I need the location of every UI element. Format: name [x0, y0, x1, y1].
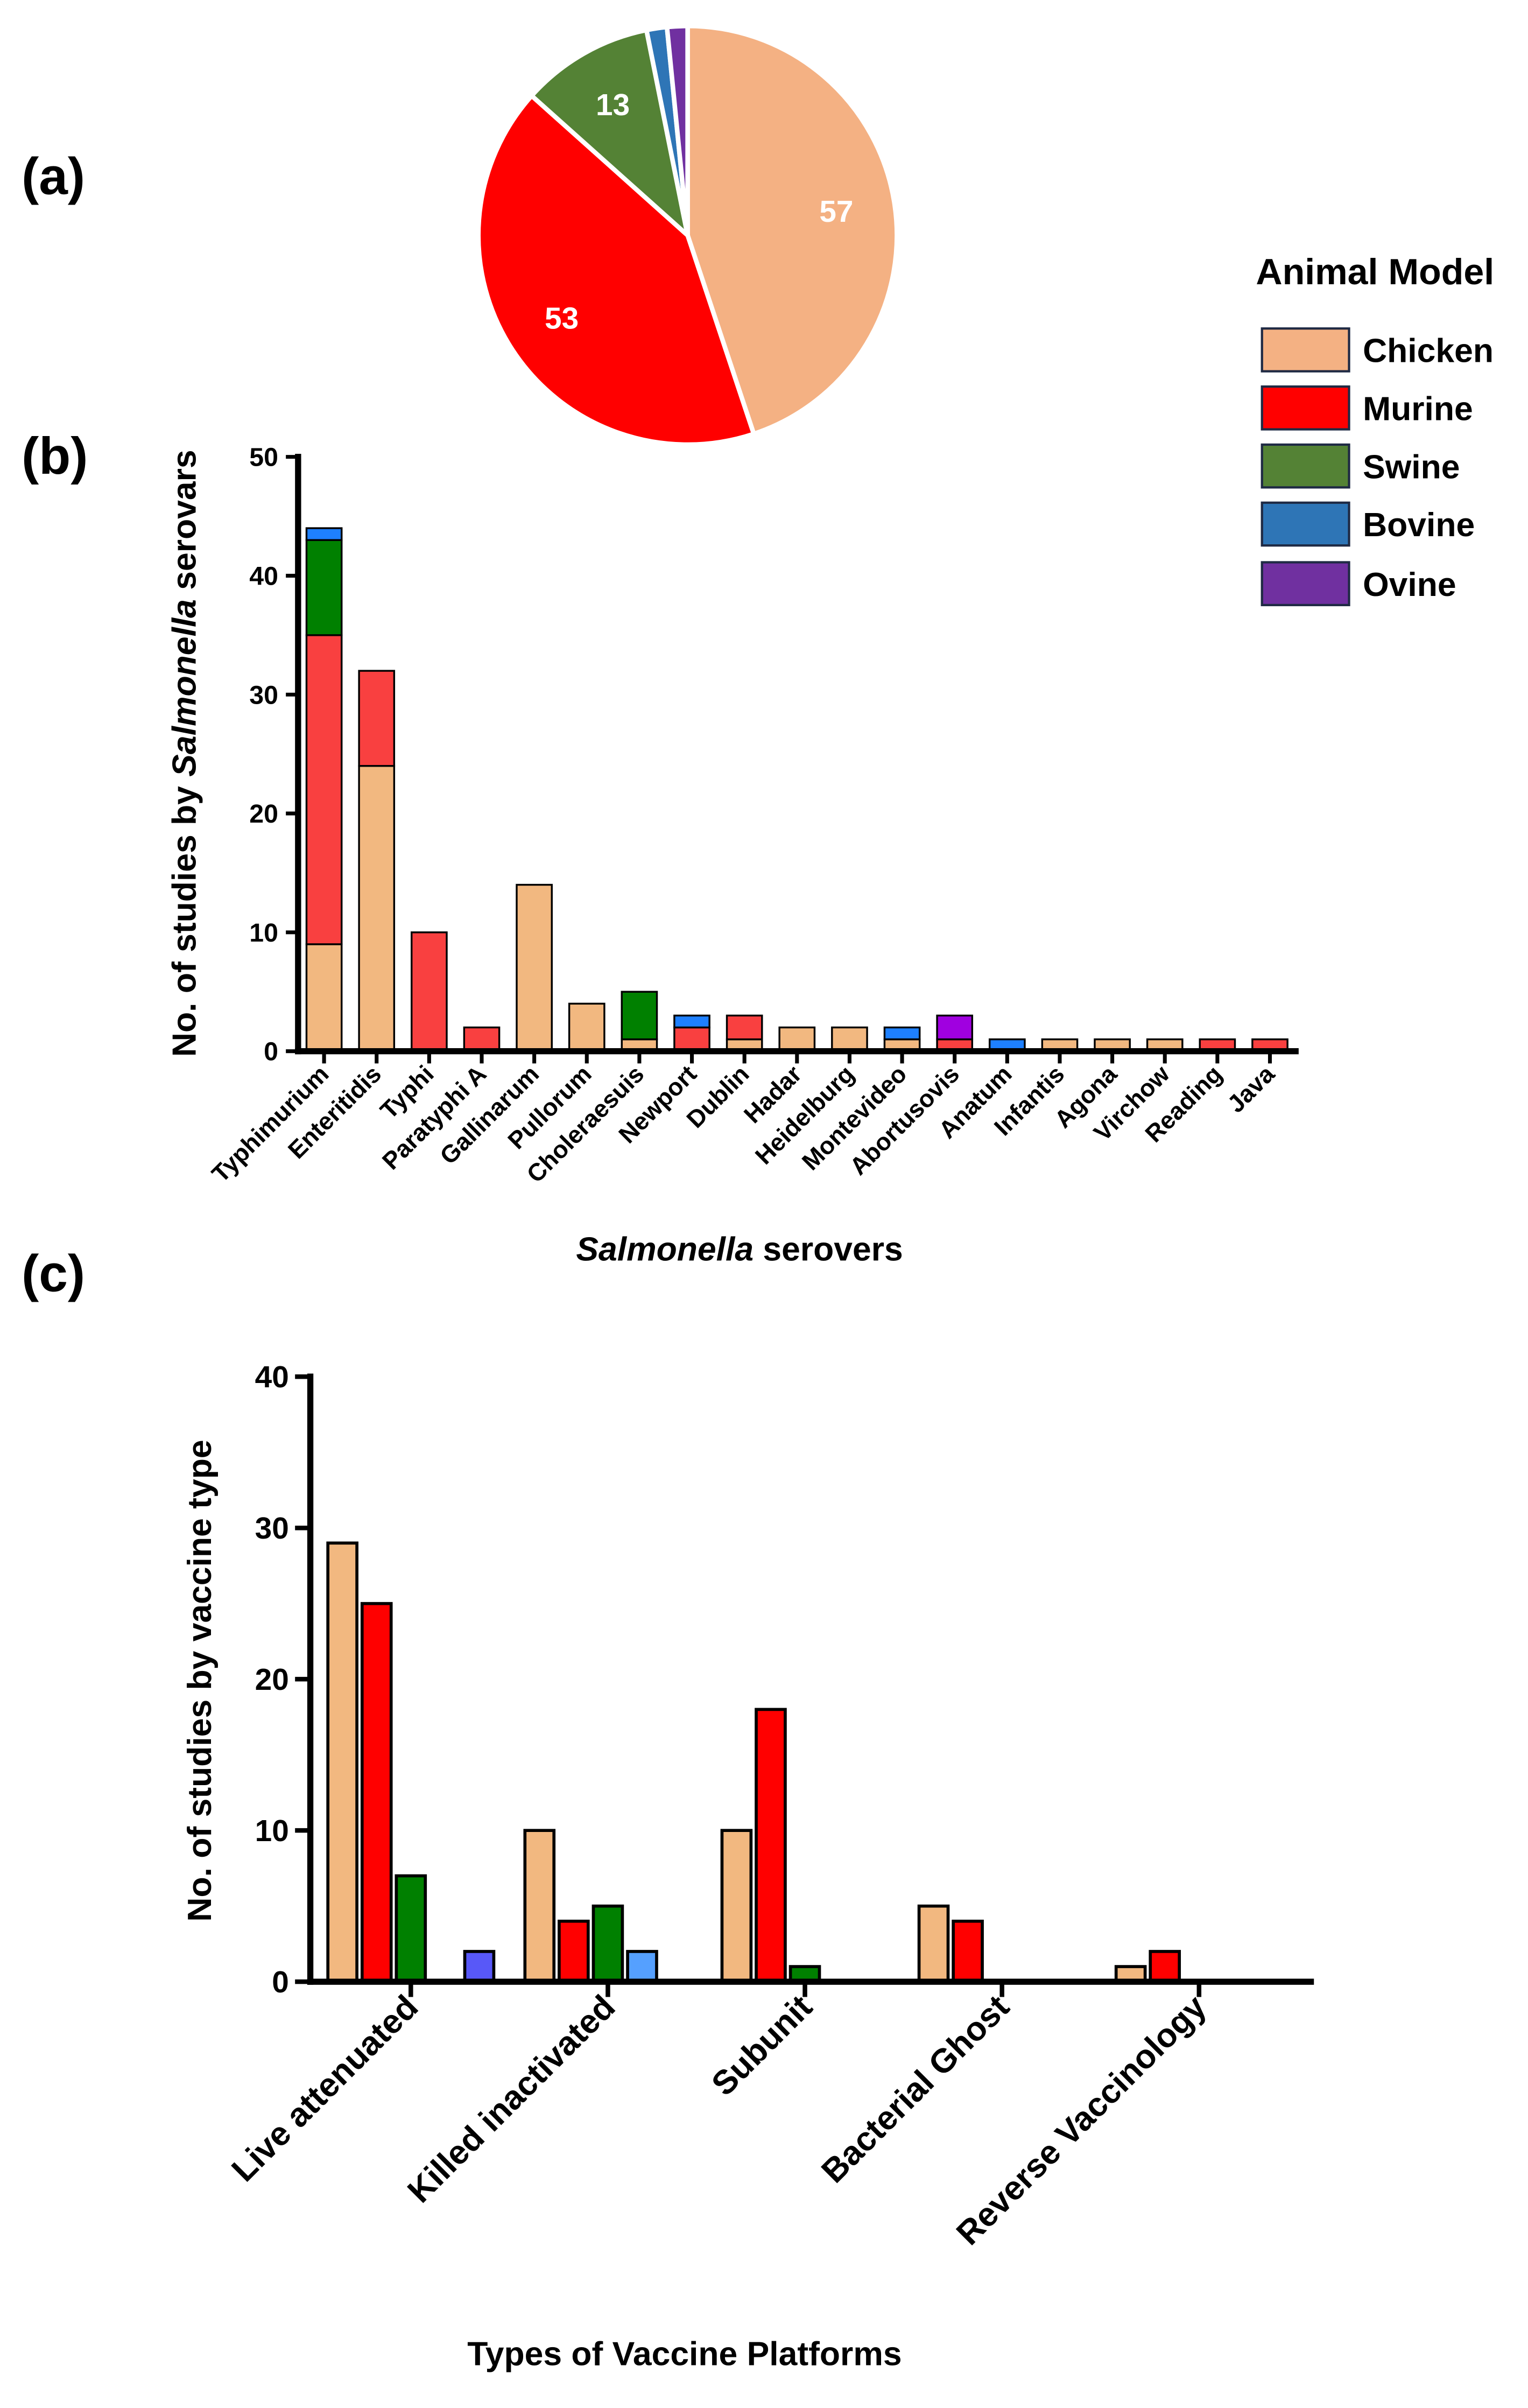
bar-live-attenuated-chicken [326, 1541, 358, 1983]
y-tick-label: 10 [249, 918, 278, 947]
legend-label-murine: Murine [1363, 390, 1473, 428]
bar-heidelburg-chicken [831, 1026, 868, 1052]
bar-subunit-chicken [720, 1829, 753, 1983]
pie-slice-swine [528, 27, 692, 242]
pie-label-chicken: 57 [819, 195, 853, 229]
bar-choleraesuis-swine [621, 991, 658, 1041]
legend-swatch-murine [1261, 385, 1350, 431]
x-tick-label: Bacterial Ghost [814, 1988, 1017, 2190]
bar-newport-murine [673, 1026, 710, 1052]
legend-swatch-chicken [1261, 327, 1350, 373]
pie-label-swine: 13 [596, 88, 630, 122]
bar-killed-inactivated-chicken [523, 1829, 556, 1983]
y-tick-label: 10 [255, 1814, 289, 1848]
bar-subunit-murine [755, 1708, 787, 1983]
bar-live-attenuated-murine [360, 1602, 393, 1983]
bar-bacterial-ghost-murine [952, 1919, 984, 1983]
pie-slice-ovine [664, 23, 690, 236]
legend-swatch-bovine [1261, 501, 1350, 547]
x-tick-label: Subunit [705, 1988, 820, 2103]
bar-live-attenuated-ovine [463, 1950, 496, 1983]
bar-enteritidis-chicken [358, 765, 396, 1052]
bar-pullorum-chicken [568, 1002, 605, 1052]
bar-live-attenuated-swine [395, 1874, 427, 1983]
y-tick-label: 40 [255, 1360, 289, 1394]
bar-hadar-chicken [778, 1026, 816, 1052]
x-tick-label: Live attenuated [224, 1988, 425, 2189]
x-tick-label: Java [1222, 1060, 1280, 1118]
bar-killed-inactivated-bovine [626, 1950, 658, 1983]
bar-newport-bovine [673, 1014, 710, 1029]
legend-label-swine: Swine [1363, 448, 1460, 486]
serovar-bar-chart: No. of studies by Salmonella serovars Sa… [166, 443, 1299, 1268]
bar-montevideo-bovine [883, 1026, 921, 1041]
bar-typhimurium-swine [305, 539, 343, 636]
panel-label-a: (a) [22, 148, 85, 205]
bar-typhimurium-murine [305, 634, 343, 945]
y-tick-label: 0 [264, 1037, 278, 1066]
pie-chart: 57 53 13 [476, 23, 899, 447]
y-tick-label: 30 [249, 680, 278, 710]
y-tick-label: 30 [255, 1512, 289, 1546]
pie-slice-chicken [685, 23, 899, 437]
chart-b-xlabel: Salmonella serovers [576, 1231, 903, 1268]
panel-label-b: (b) [22, 427, 88, 485]
chart-c-xlabel: Types of Vaccine Platforms [467, 2335, 902, 2373]
y-tick-label: 40 [249, 561, 278, 591]
legend-label-ovine: Ovine [1363, 566, 1456, 603]
pie-slice-murine [476, 92, 757, 447]
pie-label-murine: 53 [545, 302, 579, 336]
y-tick-label: 20 [255, 1663, 289, 1697]
legend-swatch-swine [1261, 443, 1350, 489]
y-tick-label: 50 [249, 443, 278, 472]
legend-label-bovine: Bovine [1363, 506, 1475, 544]
y-tick-label: 20 [249, 799, 278, 829]
vaccine-bar-chart: No. of studies by vaccine type Types of … [181, 1360, 1314, 2373]
bar-typhi-murine [411, 931, 448, 1052]
y-tick-label: 0 [272, 1965, 289, 1999]
bar-enteritidis-murine [358, 670, 396, 767]
bar-paratyphi-a-murine [463, 1026, 501, 1052]
bar-reverse-vaccinology-murine [1149, 1950, 1181, 1983]
chart-c-ylabel: No. of studies by vaccine type [181, 1440, 219, 1921]
bar-dublin-murine [726, 1014, 763, 1041]
legend-title: Animal Model [1256, 251, 1494, 292]
bar-killed-inactivated-murine [558, 1919, 590, 1983]
panel-label-c: (c) [22, 1245, 85, 1302]
legend: Animal Model Chicken Murine Swine Bovine Ovi… [1256, 251, 1494, 607]
bar-typhimurium-chicken [305, 943, 343, 1052]
legend-label-chicken: Chicken [1363, 332, 1494, 370]
bar-bacterial-ghost-chicken [917, 1904, 950, 1983]
bar-killed-inactivated-swine [592, 1904, 624, 1983]
bar-typhimurium-bovine [305, 527, 343, 541]
bar-gallinarum-chicken [516, 883, 553, 1052]
legend-swatch-ovine [1261, 561, 1350, 607]
bar-abortusovis-ovine [936, 1014, 974, 1041]
x-tick-label: Killed inactivated [400, 1988, 623, 2210]
chart-b-ylabel: No. of studies by Salmonella serovars [166, 450, 203, 1057]
